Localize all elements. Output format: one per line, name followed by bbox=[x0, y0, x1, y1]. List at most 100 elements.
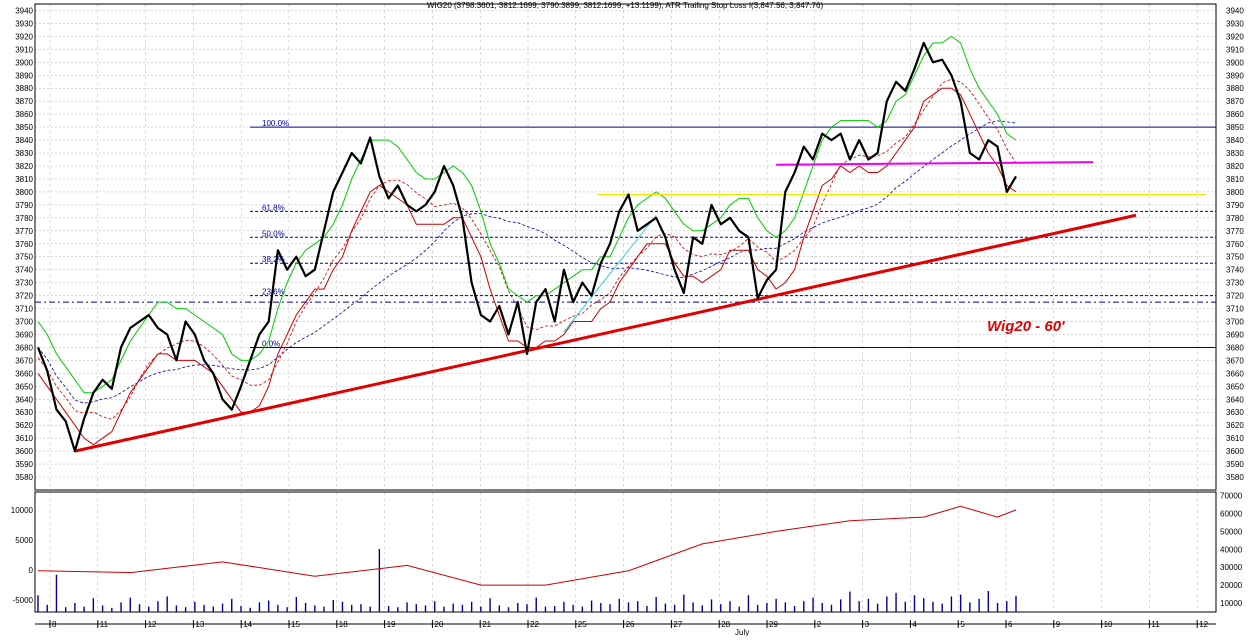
y-tick-label-right: 3650 bbox=[1226, 382, 1244, 391]
y-tick-label-right: 3710 bbox=[1226, 305, 1244, 314]
y-tick-label-left: 3660 bbox=[15, 369, 33, 378]
volume-y-tick-label-right: 30000 bbox=[1220, 563, 1243, 572]
x-tick-label: 3 bbox=[865, 620, 870, 629]
y-tick-label-right: 3620 bbox=[1226, 421, 1244, 430]
y-tick-label-left: 3800 bbox=[15, 188, 33, 197]
x-tick-label: 10 bbox=[1104, 620, 1113, 629]
x-tick-label: 14 bbox=[243, 620, 252, 629]
price-panel-frame bbox=[34, 3, 1217, 491]
y-tick-label-left: 3740 bbox=[15, 266, 33, 275]
y-tick-label-right: 3900 bbox=[1226, 58, 1244, 67]
y-tick-label-right: 3600 bbox=[1226, 447, 1244, 456]
moving-average-blue bbox=[37, 120, 1017, 404]
y-tick-label-left: 3710 bbox=[15, 305, 33, 314]
x-tick-label: 13 bbox=[195, 620, 204, 629]
x-tick-label: 6 bbox=[1008, 620, 1013, 629]
y-tick-label-right: 3760 bbox=[1226, 240, 1244, 249]
resistance-line-magenta bbox=[776, 161, 1094, 166]
channel-line-cyan bbox=[563, 214, 657, 333]
y-tick-label-right: 3670 bbox=[1226, 356, 1244, 365]
x-tick-label: 28 bbox=[721, 620, 730, 629]
moving-average-red bbox=[37, 78, 1017, 420]
x-tick-label: 12 bbox=[148, 620, 157, 629]
y-tick-label-right: 3800 bbox=[1226, 188, 1244, 197]
x-tick-label: 18 bbox=[339, 620, 348, 629]
chart-annotation: Wig20 - 60' bbox=[987, 318, 1065, 335]
y-tick-label-left: 3700 bbox=[15, 318, 33, 327]
volume-y-tick-label-left: 5000 bbox=[15, 536, 33, 545]
y-tick-label-left: 3830 bbox=[15, 149, 33, 158]
fib-level-label: 0.0% bbox=[262, 339, 280, 348]
x-tick-label: 15 bbox=[291, 620, 300, 629]
y-tick-label-right: 3680 bbox=[1226, 343, 1244, 352]
volume-y-tick-label-right: 10000 bbox=[1220, 599, 1243, 608]
y-tick-label-left: 3730 bbox=[15, 279, 33, 288]
x-tick-label: 8 bbox=[52, 620, 57, 629]
y-tick-label-left: 3670 bbox=[15, 356, 33, 365]
y-tick-label-left: 3780 bbox=[15, 214, 33, 223]
y-tick-label-left: 3760 bbox=[15, 240, 33, 249]
y-tick-label-left: 3790 bbox=[15, 201, 33, 210]
volume-y-tick-label-left: -5000 bbox=[13, 596, 34, 605]
y-tick-label-right: 3820 bbox=[1226, 162, 1244, 171]
y-tick-label-right: 3730 bbox=[1226, 279, 1244, 288]
y-tick-label-left: 3810 bbox=[15, 175, 33, 184]
y-tick-label-left: 3920 bbox=[15, 32, 33, 41]
y-tick-label-left: 3610 bbox=[15, 434, 33, 443]
y-tick-label-left: 3680 bbox=[15, 343, 33, 352]
y-tick-label-left: 3890 bbox=[15, 71, 33, 80]
x-tick-label: 11 bbox=[1151, 620, 1160, 629]
x-tick-label: 12 bbox=[1199, 620, 1208, 629]
y-tick-label-right: 3780 bbox=[1226, 214, 1244, 223]
y-tick-label-left: 3900 bbox=[15, 58, 33, 67]
y-tick-label-left: 3690 bbox=[15, 330, 33, 339]
y-tick-label-left: 3910 bbox=[15, 45, 33, 54]
trailing-stop-upper bbox=[37, 35, 1017, 394]
y-tick-label-left: 3840 bbox=[15, 136, 33, 145]
y-tick-label-right: 3720 bbox=[1226, 292, 1244, 301]
y-tick-label-left: 3720 bbox=[15, 292, 33, 301]
y-tick-label-right: 3810 bbox=[1226, 175, 1244, 184]
trendline bbox=[74, 213, 1137, 453]
y-tick-label-right: 3830 bbox=[1226, 149, 1244, 158]
y-tick-label-right: 3630 bbox=[1226, 408, 1244, 417]
x-tick-label: 20 bbox=[434, 620, 443, 629]
x-tick-label: 5 bbox=[960, 620, 965, 629]
y-tick-label-right: 3750 bbox=[1226, 253, 1244, 262]
volume-panel-frame bbox=[34, 491, 1217, 613]
x-tick-label: 29 bbox=[769, 620, 778, 629]
y-tick-label-left: 3580 bbox=[15, 473, 33, 482]
y-tick-label-right: 3740 bbox=[1226, 266, 1244, 275]
x-tick-label: 26 bbox=[626, 620, 635, 629]
x-tick-label: 22 bbox=[530, 620, 539, 629]
fib-level-label: 50.0% bbox=[262, 229, 285, 238]
volume-y-tick-label-right: 40000 bbox=[1220, 545, 1243, 554]
volume-y-tick-label-left: 10000 bbox=[11, 506, 34, 515]
y-tick-label-right: 3580 bbox=[1226, 473, 1244, 482]
fib-level-label: 100.0% bbox=[262, 119, 289, 128]
x-tick-label: 27 bbox=[673, 620, 682, 629]
y-tick-label-right: 3920 bbox=[1226, 32, 1244, 41]
x-tick-label: 2 bbox=[817, 620, 822, 629]
x-tick-label: 9 bbox=[1056, 620, 1061, 629]
x-tick-label: 4 bbox=[912, 620, 917, 629]
y-tick-label-right: 3770 bbox=[1226, 227, 1244, 236]
y-tick-label-right: 3690 bbox=[1226, 330, 1244, 339]
price-series-line bbox=[36, 41, 1017, 453]
y-tick-label-left: 3850 bbox=[15, 123, 33, 132]
y-tick-label-left: 3820 bbox=[15, 162, 33, 171]
y-tick-label-right: 3880 bbox=[1226, 84, 1244, 93]
x-tick-label: 11 bbox=[100, 620, 109, 629]
y-tick-label-right: 3890 bbox=[1226, 71, 1244, 80]
y-tick-label-left: 3870 bbox=[15, 97, 33, 106]
y-tick-label-right: 3930 bbox=[1226, 19, 1244, 28]
volume-y-tick-label-right: 50000 bbox=[1220, 527, 1243, 536]
y-tick-label-left: 3940 bbox=[15, 6, 33, 15]
y-tick-label-left: 3650 bbox=[15, 382, 33, 391]
y-tick-label-left: 3880 bbox=[15, 84, 33, 93]
volume-y-tick-label-right: 70000 bbox=[1220, 492, 1243, 501]
y-tick-label-right: 3590 bbox=[1226, 460, 1244, 469]
y-tick-label-left: 3860 bbox=[15, 110, 33, 119]
